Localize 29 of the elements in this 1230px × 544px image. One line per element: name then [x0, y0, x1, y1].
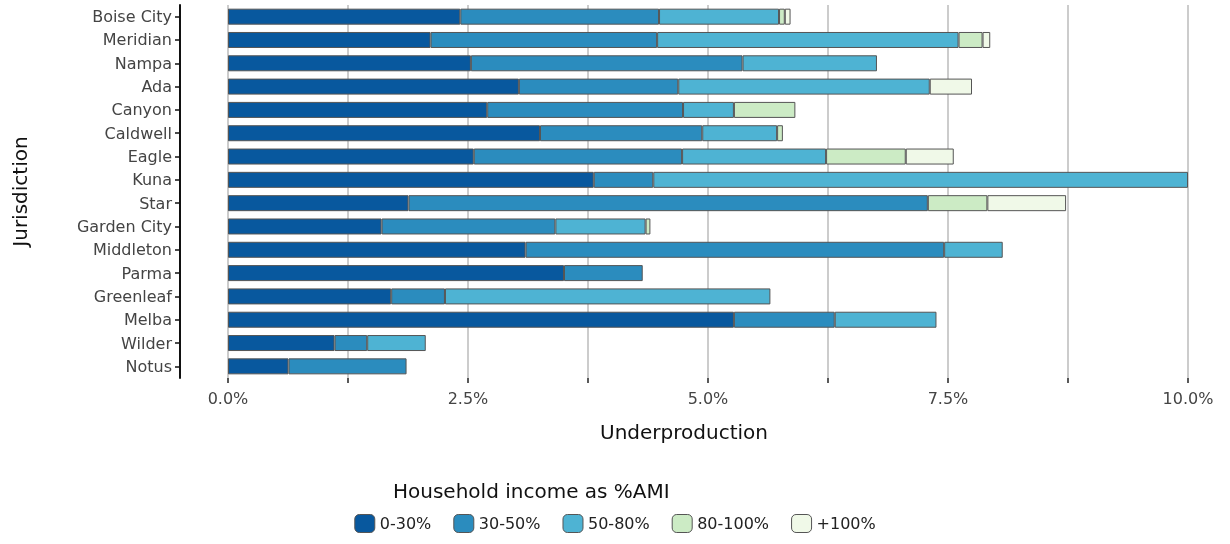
- y-tick-label: Eagle: [127, 147, 172, 167]
- y-axis-title: Jurisdiction: [8, 136, 32, 249]
- legend-label: +100%: [816, 514, 876, 533]
- legend-label: 50-80%: [588, 514, 650, 533]
- legend-title: Household income as %AMI: [393, 479, 670, 503]
- y-tick-label: Nampa: [114, 53, 172, 73]
- y-tick-label: Melba: [123, 310, 172, 330]
- y-tick-label: Caldwell: [104, 123, 172, 143]
- y-tick-label: Garden City: [76, 216, 172, 236]
- y-tick-label: Canyon: [111, 100, 172, 120]
- x-tick-label: 2.5%: [447, 388, 489, 408]
- y-tick-label: Star: [139, 193, 173, 213]
- x-axis-title: Underproduction: [600, 420, 768, 444]
- y-tick-label: Kuna: [132, 170, 172, 190]
- legend-label: 0-30%: [379, 514, 432, 533]
- y-tick-label: Boise City: [92, 7, 172, 27]
- y-tick-label: Meridian: [102, 30, 172, 50]
- legend-label: 80-100%: [697, 514, 770, 533]
- legend-label: 30-50%: [478, 514, 541, 533]
- x-tick-label: 5.0%: [687, 388, 729, 408]
- x-tick-label: 7.5%: [927, 388, 969, 408]
- y-tick-label: Wilder: [121, 333, 173, 353]
- y-tick-label: Ada: [141, 77, 172, 97]
- y-tick-label: Middleton: [92, 240, 172, 260]
- x-tick-label: 0.0%: [207, 388, 249, 408]
- y-tick-label: Parma: [121, 263, 172, 283]
- y-tick-label: Greenleaf: [93, 286, 173, 306]
- x-tick-label: 10.0%: [1162, 388, 1214, 408]
- y-tick-label: Notus: [125, 356, 172, 376]
